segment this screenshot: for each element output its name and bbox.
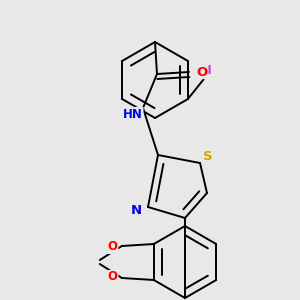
- Text: O: O: [196, 65, 208, 79]
- Text: S: S: [203, 151, 213, 164]
- Text: N: N: [130, 203, 142, 217]
- Text: O: O: [108, 271, 118, 284]
- Text: O: O: [108, 241, 118, 254]
- Text: HN: HN: [123, 107, 143, 121]
- Text: I: I: [206, 64, 211, 77]
